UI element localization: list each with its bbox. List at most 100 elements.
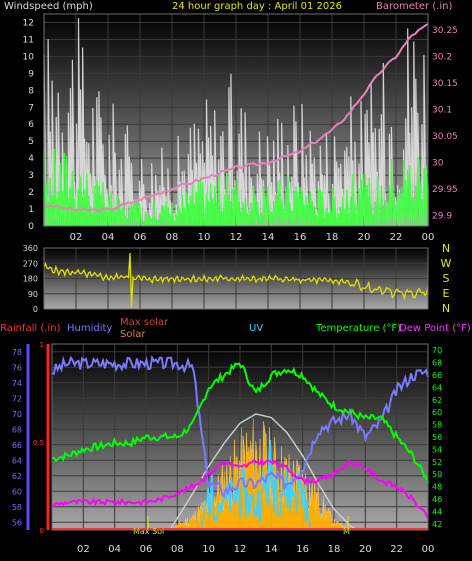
rainfall-tick-label: 0	[40, 527, 44, 535]
max-solar-legend: Max solar	[120, 317, 169, 328]
x-tick-label: 12	[230, 232, 243, 240]
y-left-tick-label: 0	[28, 222, 34, 232]
y-left-tick-label: 12	[23, 18, 34, 28]
y-right-tick-label: 30.1	[432, 105, 452, 115]
humidity-tick-label: 68	[12, 425, 22, 434]
humidity-tick-label: 72	[12, 394, 22, 403]
compass-label: S	[443, 272, 450, 285]
y-right-tick-label: 30	[432, 158, 444, 168]
temperature-tick-label: 58	[432, 421, 442, 430]
temperature-tick-label: 50	[432, 470, 442, 479]
compass-label: W	[441, 257, 452, 270]
humidity-tick-label: 76	[12, 363, 22, 372]
y-right-tick-label: 30.25	[432, 26, 458, 36]
x-tick-label: 20	[358, 232, 371, 240]
temperature-series	[51, 362, 429, 484]
humidity-series	[51, 354, 429, 498]
x-tick-label: 08	[171, 544, 184, 555]
compass-label: N	[442, 242, 450, 255]
y-left-tick-label: 2	[28, 188, 34, 198]
uv-legend: UV	[249, 323, 264, 334]
rainfall-legend: Rainfall (.in)	[0, 323, 61, 334]
dewpoint-series	[51, 457, 429, 520]
y-tick-label: 180	[23, 275, 38, 284]
humidity-tick-label: 66	[12, 441, 22, 450]
y-tick-label: 0	[33, 305, 38, 314]
temperature-tick-label: 46	[432, 495, 442, 504]
x-tick-label: 00	[422, 544, 435, 555]
y-left-tick-label: 11	[23, 35, 34, 45]
humidity-tick-label: 64	[12, 456, 22, 465]
y-right-tick-label: 30.2	[432, 52, 452, 62]
x-tick-label: 20	[359, 544, 372, 555]
x-tick-label: 14	[262, 232, 275, 240]
y-left-tick-label: 1	[28, 205, 34, 215]
humidity-legend: Humidity	[67, 323, 113, 334]
x-tick-label: 06	[134, 232, 147, 240]
plot-frame	[43, 247, 429, 310]
wind-direction-series	[43, 253, 429, 308]
rainfall-tick-label: 0.5	[33, 439, 44, 447]
plot-frame	[51, 343, 429, 531]
temperature-tick-label: 62	[432, 396, 442, 405]
y-tick-label: 90	[28, 290, 38, 299]
y-right-tick-label: 30.05	[432, 132, 458, 142]
humidity-tick-label: 74	[12, 379, 22, 388]
temperature-tick-label: 52	[432, 458, 442, 467]
temperature-tick-label: 42	[432, 520, 442, 529]
humidity-tick-label: 78	[12, 348, 22, 357]
y-right-tick-label: 29.95	[432, 185, 458, 195]
x-tick-label: 04	[108, 544, 121, 555]
temperature-tick-label: 68	[432, 359, 442, 368]
graph-title: 24 hour graph day : April 01 2026	[172, 1, 342, 12]
temperature-tick-label: 48	[432, 483, 442, 492]
x-tick-label: 22	[390, 232, 403, 240]
windspeed-axis-title: Windspeed (mph)	[4, 1, 93, 12]
annotation-m: M	[343, 527, 350, 536]
y-left-tick-label: 10	[23, 52, 35, 62]
solar-legend: Solar	[120, 329, 146, 340]
y-left-tick-label: 4	[28, 154, 34, 164]
temperature-humidity-chart: 02 04 06 08 10 12 14 16 18 20 22 005658606264666870…	[12, 341, 442, 555]
humidity-tick-label: 70	[12, 410, 22, 419]
x-tick-label: 02	[77, 544, 90, 555]
y-left-tick-label: 6	[28, 120, 34, 130]
temperature-tick-label: 54	[432, 445, 442, 454]
humidity-tick-label: 60	[12, 487, 22, 496]
barometer-axis-title: Barometer (.in)	[376, 1, 453, 12]
rainfall-tick-label: 1	[40, 341, 44, 349]
temperature-legend: Temperature (°F)	[316, 323, 402, 334]
dewpoint-legend: Dew Point (°F)	[399, 323, 471, 334]
x-tick-label: 16	[296, 544, 309, 555]
x-tick-label: 10	[202, 544, 215, 555]
x-tick-label: 08	[166, 232, 179, 240]
uv-series	[200, 439, 312, 531]
x-tick-label: 22	[390, 544, 403, 555]
temperature-tick-label: 64	[432, 383, 442, 392]
y-right-tick-label: 29.9	[432, 211, 452, 221]
x-tick-label: 14	[265, 544, 278, 555]
x-tick-label: 02	[70, 232, 83, 240]
barometer-series	[43, 23, 429, 213]
temperature-tick-label: 66	[432, 371, 442, 380]
humidity-tick-label: 58	[12, 503, 22, 512]
temperature-tick-label: 70	[432, 346, 442, 355]
humidity-tick-label: 62	[12, 472, 22, 481]
x-tick-label: 16	[294, 232, 307, 240]
x-tick-label: 04	[102, 232, 115, 240]
max-solar-annotation: Max Sol	[133, 527, 164, 536]
x-tick-label: 10	[198, 232, 211, 240]
y-left-tick-label: 8	[28, 86, 34, 96]
y-right-tick-label: 30.15	[432, 79, 458, 89]
temperature-tick-label: 56	[432, 433, 442, 442]
y-left-tick-label: 5	[28, 137, 34, 147]
x-tick-label: 12	[234, 544, 247, 555]
y-left-tick-label: 9	[28, 69, 34, 79]
x-tick-label: 18	[326, 232, 339, 240]
plot-frame	[43, 13, 429, 227]
y-left-tick-label: 7	[28, 103, 34, 113]
y-left-tick-label: 3	[28, 171, 34, 181]
